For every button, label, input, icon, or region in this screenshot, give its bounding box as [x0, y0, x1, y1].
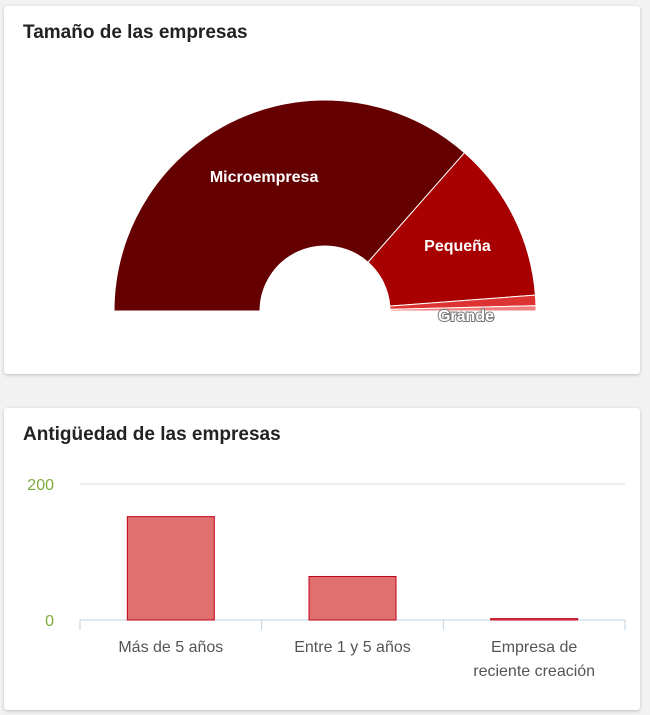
slice-grande[interactable]: [389, 305, 537, 312]
company-age-title: Antigüedad de las empresas: [23, 424, 281, 445]
y-tick-label: 200: [27, 477, 54, 494]
slice-label-pequena: Pequeña: [424, 238, 491, 255]
bar-mas-de-5-anos[interactable]: [126, 516, 215, 621]
x-category-label: Más de 5 años: [118, 639, 223, 656]
x-category-label: reciente creación: [473, 663, 595, 680]
x-category-label: Empresa de: [491, 639, 577, 656]
bar-entre-1-y-5-anos[interactable]: [308, 575, 397, 621]
bar-empresa-de-reciente-creacion[interactable]: [490, 618, 579, 621]
company-age-bar-chart: 0 200 Más de 5 años Entre 1 y 5 años Empresa…: [27, 477, 626, 680]
y-tick-label: 0: [45, 613, 54, 630]
company-size-donut-chart: Microempresa Pequeña Grande: [113, 99, 537, 326]
slice-label-grande: Grande: [438, 308, 494, 325]
slice-pequena[interactable]: [367, 152, 536, 307]
company-size-title: Tamaño de las empresas: [23, 22, 248, 43]
x-category-label: Entre 1 y 5 años: [294, 639, 411, 656]
slice-label-microempresa: Microempresa: [210, 169, 319, 186]
company-size-card: Tamaño de las empresas Microempresa Peque…: [4, 6, 640, 374]
company-age-card: Antigüedad de las empresas 0 200 Más de 5 …: [4, 408, 640, 710]
slice-microempresa[interactable]: [113, 99, 466, 312]
